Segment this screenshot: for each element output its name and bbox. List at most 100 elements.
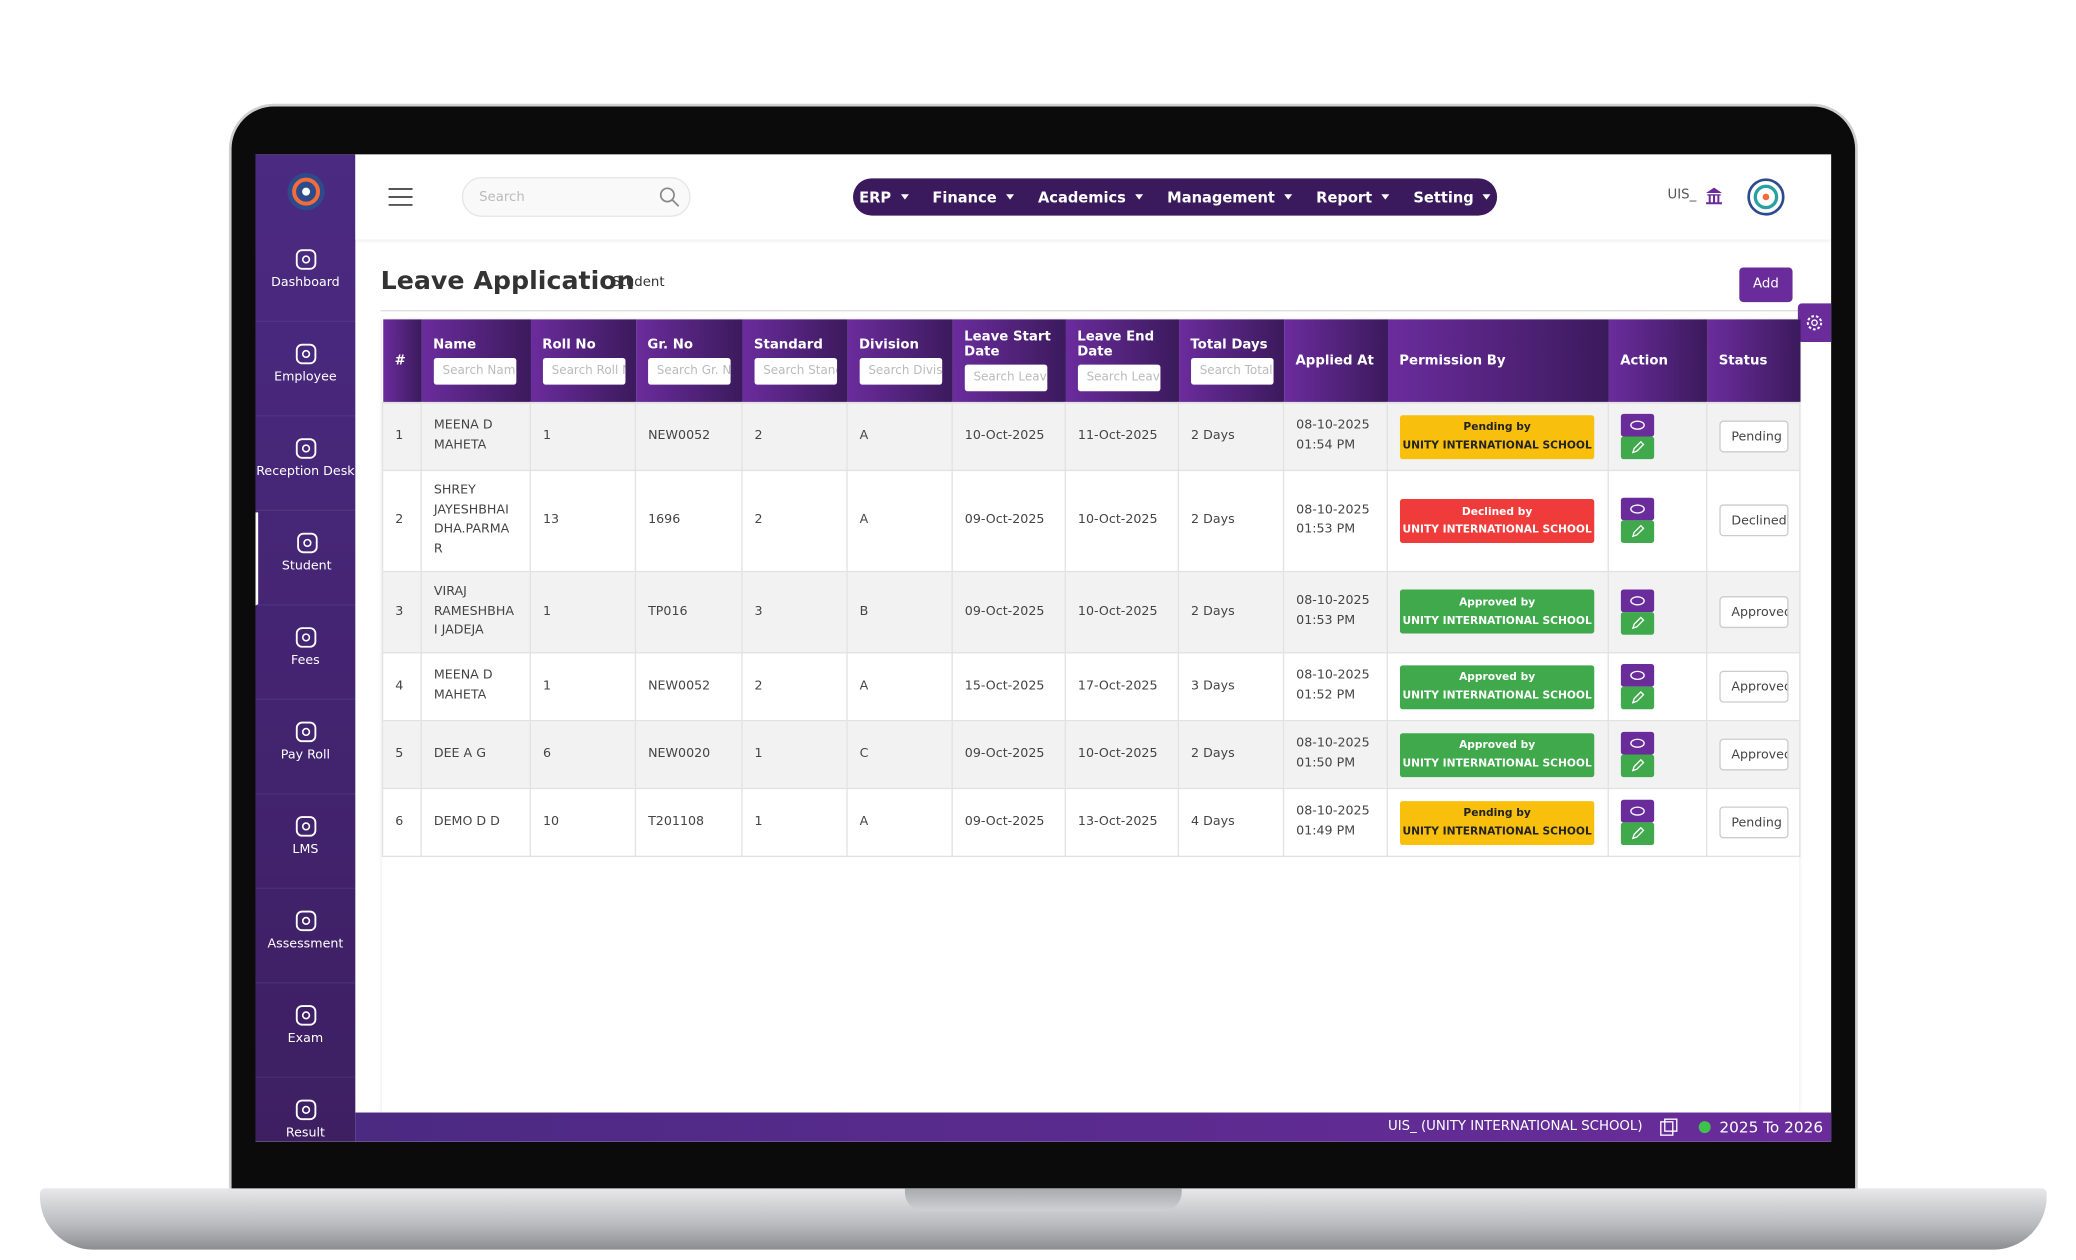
column-search[interactable]: Search Division — [859, 357, 942, 384]
status-select[interactable]: Approved — [1719, 670, 1789, 703]
cell: 2 Days — [1177, 719, 1285, 790]
view-button[interactable] — [1620, 589, 1655, 613]
edit-button[interactable] — [1620, 754, 1655, 778]
settings-tab[interactable] — [1797, 303, 1832, 343]
school-code: UIS_ — [1667, 187, 1697, 203]
cell: 2 — [741, 469, 848, 573]
edit-button[interactable] — [1620, 686, 1655, 710]
cell: 10-Oct-2025 — [1064, 719, 1180, 790]
column-search[interactable]: Search Gr. No — [647, 357, 730, 384]
status-select[interactable]: Approved — [1719, 738, 1789, 771]
eye-icon — [1630, 420, 1645, 430]
column-search[interactable]: Search Name — [433, 357, 516, 384]
nav-menu[interactable]: ERP — [859, 188, 908, 205]
icon-shape — [301, 255, 310, 264]
cell: Pending — [1706, 401, 1801, 472]
nav-menu[interactable]: Academics — [1038, 188, 1143, 205]
sidebar-label: Exam — [287, 1031, 324, 1046]
icon-shape — [296, 532, 317, 554]
cell: 2 Days — [1177, 570, 1285, 654]
add-button[interactable]: Add — [1739, 267, 1793, 303]
column-search[interactable]: Search Leave Start Date — [964, 364, 1047, 392]
main-nav: ERP Finance Academics Management Report Setti… — [853, 178, 1498, 216]
nav-menu[interactable]: Finance — [932, 188, 1014, 205]
icon-shape — [295, 816, 316, 837]
sidebar-item[interactable]: Assessment — [255, 890, 356, 984]
cell: 1 — [741, 719, 848, 790]
pencil-icon — [1631, 758, 1645, 772]
sidebar-item[interactable]: Employee — [255, 323, 356, 417]
sidebar-item[interactable]: Dashboard — [255, 229, 356, 323]
table-row: 3 VIRAJ RAMESHBHAI JADEJA 1 TP016 3 B 09-Oct-2… — [381, 570, 1801, 654]
cell: 10-Oct-2025 — [1064, 469, 1180, 573]
edit-button[interactable] — [1620, 436, 1655, 460]
nav-menu[interactable]: Management — [1167, 188, 1292, 205]
sidebar-item[interactable]: Student — [255, 512, 356, 606]
sidebar-item[interactable]: Exam — [255, 985, 356, 1078]
icon-shape — [301, 1105, 310, 1114]
menu-toggle[interactable] — [387, 186, 414, 207]
view-button[interactable] — [1620, 799, 1655, 823]
cell: SHREY JAYESHBHAI DHA.PARMAR — [420, 469, 531, 573]
cell: A — [846, 787, 953, 858]
view-button[interactable] — [1620, 664, 1655, 687]
sidebar-item[interactable]: LMS — [255, 796, 356, 889]
column-header: Leave Start Date Search Leave Start Date — [952, 319, 1066, 403]
column-search[interactable]: Search Leave End Date — [1077, 364, 1160, 392]
table-card: # Name Search Name Roll No Search Roll No Gr.… — [381, 319, 1801, 1113]
edit-button[interactable] — [1620, 520, 1655, 544]
cell: B — [846, 570, 953, 654]
sidebar-label: Assessment — [267, 936, 344, 952]
cell: 17-Oct-2025 — [1064, 652, 1180, 722]
column-search[interactable]: Search Total Days — [1190, 357, 1273, 384]
view-button[interactable] — [1620, 413, 1655, 437]
sidebar-label: Result — [285, 1125, 325, 1141]
divider — [380, 310, 1800, 312]
user-avatar[interactable] — [1746, 177, 1786, 217]
permission-label: Approved by — [1459, 739, 1536, 752]
cell: MEENA D MAHETA — [420, 401, 531, 472]
status-select[interactable]: Pending — [1719, 420, 1789, 453]
sidebar-item[interactable]: Pay Roll — [255, 701, 356, 795]
edit-button[interactable] — [1620, 612, 1655, 635]
cell: 5 — [381, 719, 422, 790]
sidebar-label: Student — [281, 558, 332, 574]
header-label: Name — [433, 337, 477, 352]
status-select[interactable]: Pending — [1719, 806, 1789, 839]
sidebar: Dashboard Employee Reception Desk Student Fe… — [255, 154, 356, 1142]
cell: DEE A G — [420, 719, 531, 790]
header-label: Action — [1620, 353, 1668, 368]
permission-badge: Declined by UNITY INTERNATIONAL SCHOOL — [1399, 498, 1595, 543]
topbar: Search ERP Finance Academics Management Repo… — [355, 154, 1832, 240]
permission-label: Approved by — [1459, 596, 1536, 609]
cell: 2 — [381, 469, 422, 573]
sidebar-icon — [295, 627, 316, 648]
cell: DEMO D D — [420, 787, 531, 858]
cell: 1696 — [634, 469, 743, 573]
sidebar-item[interactable]: Fees — [255, 607, 356, 700]
search-box[interactable]: Search — [461, 176, 691, 217]
nav-menu[interactable]: Setting — [1413, 188, 1491, 205]
status-select[interactable]: Declined — [1719, 504, 1789, 537]
edit-button[interactable] — [1620, 822, 1655, 846]
sidebar-item[interactable]: Reception Desk — [255, 418, 356, 512]
column-search[interactable]: Search Standard — [753, 357, 837, 384]
table-row: 4 MEENA D MAHETA 1 NEW0052 2 A 15-Oct-2025 17-O… — [381, 652, 1801, 722]
eye-icon — [1630, 738, 1645, 748]
cell: Approved by UNITY INTERNATIONAL SCHOOL — [1386, 652, 1609, 722]
status-select[interactable]: Approved — [1719, 596, 1789, 629]
sidebar-label: LMS — [292, 842, 319, 858]
column-search[interactable]: Search Roll No — [542, 357, 625, 384]
cell: 13-Oct-2025 — [1064, 787, 1180, 858]
view-button[interactable] — [1620, 498, 1655, 521]
nav-menu[interactable]: Report — [1316, 188, 1389, 205]
eye-icon — [1630, 670, 1645, 681]
status-dot — [1698, 1121, 1711, 1134]
screen: Dashboard Employee Reception Desk Student Fe… — [255, 154, 1832, 1142]
cell: A — [846, 401, 953, 472]
sidebar-item[interactable]: Result — [256, 1079, 356, 1142]
view-button[interactable] — [1620, 731, 1655, 755]
cell: 10 — [529, 787, 637, 858]
